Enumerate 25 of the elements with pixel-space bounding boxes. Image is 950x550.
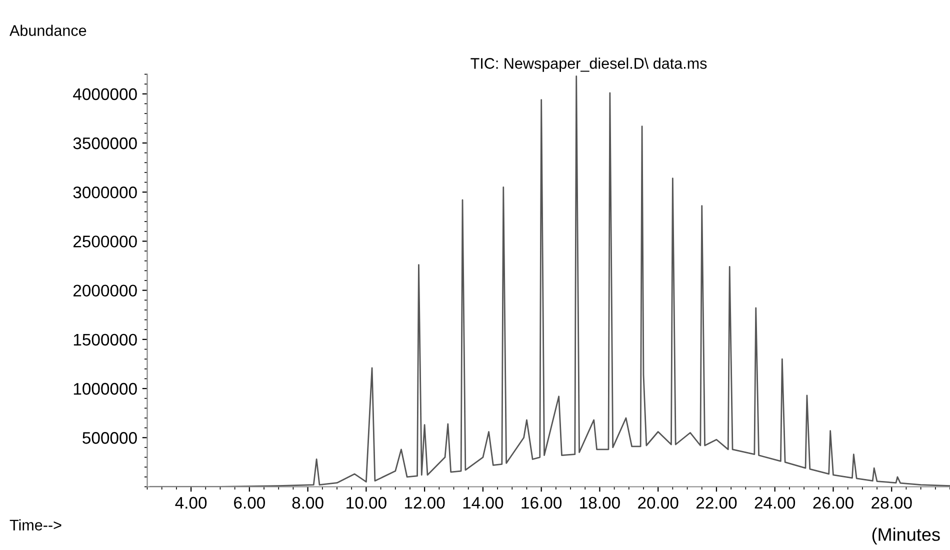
- x-tick-label: 6.00: [234, 496, 265, 509]
- y-tick-label: 1000000: [74, 382, 137, 395]
- y-tick-label: 1500000: [74, 334, 137, 346]
- x-axis-title: Time-->: [10, 519, 62, 530]
- y-tick-label: 2500000: [73, 236, 137, 248]
- text: (Minutes: [872, 528, 940, 544]
- x-tick-label: 16.00: [522, 496, 562, 509]
- y-tick-label: 4000000: [73, 88, 137, 100]
- x-tick-label: 26.00: [813, 496, 854, 509]
- x-tick-label: 22.00: [696, 496, 737, 509]
- y-tick-label: 3500000: [73, 137, 137, 150]
- x-tick-label: 10.00: [346, 496, 386, 509]
- y-tick-label: 500000: [82, 432, 137, 444]
- x-tick-label: 18.00: [580, 496, 620, 509]
- x-tick-label: 20.00: [638, 496, 678, 509]
- chart-title: TIC: Newspaper_diesel.D\ data.ms: [470, 58, 707, 72]
- y-tick-label: 2000000: [73, 284, 137, 297]
- x-tick-label: 12.00: [404, 496, 445, 509]
- x-tick-label: 28.00: [872, 496, 912, 509]
- x-tick-label: 8.00: [292, 496, 324, 509]
- x-tick-label: 24.00: [754, 496, 796, 509]
- x-tick-label: 4.00: [175, 496, 207, 509]
- x-tick-label: 14.00: [463, 496, 504, 509]
- y-tick-label: 3000000: [73, 186, 137, 198]
- y-axis-title: Abundance: [10, 24, 86, 36]
